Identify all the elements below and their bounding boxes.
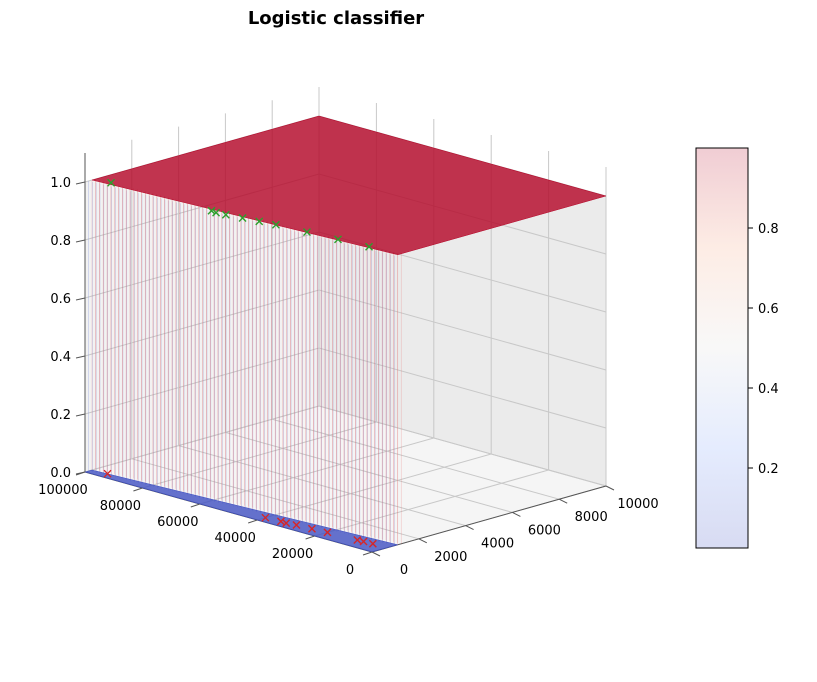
marker-class-0-stroke bbox=[103, 469, 112, 478]
x-tick-label: 80000 bbox=[100, 499, 141, 514]
z-tick-label: 0.2 bbox=[50, 408, 71, 423]
grid-line-z bbox=[84, 289, 607, 371]
x-tick-mark bbox=[190, 503, 200, 508]
z-tick-mark bbox=[75, 297, 86, 301]
marker-class-0-stroke bbox=[368, 539, 377, 548]
marker-class-1 bbox=[107, 178, 116, 187]
marker-class-1-stroke bbox=[365, 242, 374, 251]
z-tick-mark bbox=[75, 239, 86, 243]
marker-class-1 bbox=[207, 206, 216, 215]
y-tick-mark bbox=[371, 551, 381, 557]
y-tick-label: 2000 bbox=[434, 550, 467, 565]
x-tick-mark bbox=[305, 535, 315, 540]
y-axis-line bbox=[371, 485, 607, 553]
marker-class-1 bbox=[212, 208, 221, 217]
z-tick-mark bbox=[75, 413, 86, 417]
chart-title: Logistic classifier bbox=[247, 8, 425, 29]
x-tick-label: 100000 bbox=[38, 483, 88, 498]
marker-class-0-stroke bbox=[276, 517, 285, 526]
z-tick-label: 0.8 bbox=[50, 234, 71, 249]
marker-class-0 bbox=[368, 539, 377, 548]
z-tick-label: 1.0 bbox=[50, 176, 71, 191]
grid-line-z bbox=[84, 347, 607, 429]
marker-class-0 bbox=[103, 469, 112, 478]
marker-class-1-stroke bbox=[221, 210, 230, 219]
marker-class-1 bbox=[334, 235, 342, 244]
x-tick-mark bbox=[133, 487, 143, 492]
marker-class-1 bbox=[238, 214, 247, 223]
marker-class-0 bbox=[292, 521, 301, 530]
colorbar-tick-label: 0.4 bbox=[758, 382, 779, 397]
marker-class-0-stroke bbox=[353, 536, 362, 545]
marker-class-0 bbox=[353, 536, 362, 545]
z-tick-mark bbox=[75, 355, 86, 359]
z-tick-label: 0.4 bbox=[50, 350, 71, 365]
colorbar-tick-label: 0.6 bbox=[758, 302, 779, 317]
y-tick-mark bbox=[512, 511, 521, 517]
y-tick-mark bbox=[465, 525, 474, 531]
marker-class-0 bbox=[323, 528, 332, 537]
marker-class-1-stroke bbox=[238, 214, 247, 223]
grid-line-z bbox=[84, 405, 607, 487]
x-tick-mark bbox=[248, 519, 258, 524]
tick-labels: 0 20000 40000 60000 80000 100000 0 2000 4000 6000… bbox=[38, 176, 659, 578]
marker-class-1-stroke bbox=[212, 208, 221, 217]
pane-floor bbox=[85, 406, 606, 552]
y-tick-label: 0 bbox=[400, 563, 408, 578]
marker-class-1 bbox=[302, 228, 311, 237]
marker-class-1 bbox=[221, 210, 230, 219]
marker-class-1 bbox=[365, 242, 374, 251]
marker-class-0 bbox=[282, 519, 291, 528]
data-markers bbox=[103, 178, 377, 548]
colorbar: 0.2 0.4 0.6 0.8 bbox=[695, 147, 779, 549]
marker-class-1-stroke bbox=[207, 206, 216, 215]
marker-class-0-stroke bbox=[282, 519, 291, 528]
marker-class-1-stroke bbox=[334, 235, 342, 244]
marker-class-1-stroke bbox=[255, 217, 264, 226]
marker-class-1-stroke bbox=[107, 178, 116, 187]
marker-class-1 bbox=[255, 217, 264, 226]
marker-class-1-stroke bbox=[271, 220, 280, 229]
colorbar-frame bbox=[695, 147, 749, 549]
decision-curtain bbox=[88, 179, 402, 546]
colorbar-tick-label: 0.2 bbox=[758, 462, 779, 477]
x-tick-label: 0 bbox=[346, 563, 354, 578]
marker-class-1 bbox=[271, 220, 280, 229]
surface-low-region bbox=[84, 469, 399, 553]
x-tick-label: 40000 bbox=[215, 531, 256, 546]
z-tick-mark bbox=[75, 181, 86, 185]
marker-class-0-stroke bbox=[359, 537, 368, 546]
y-tick-label: 10000 bbox=[617, 497, 658, 512]
y-tick-label: 4000 bbox=[481, 537, 514, 552]
z-tick-label: 0.6 bbox=[50, 292, 71, 307]
surface-low bbox=[84, 469, 399, 553]
surface-high-region bbox=[91, 115, 607, 255]
surface-high bbox=[91, 115, 607, 255]
y-tick-label: 8000 bbox=[575, 510, 608, 525]
marker-class-0-stroke bbox=[292, 521, 301, 530]
y-tick-mark bbox=[558, 498, 568, 504]
x-tick-label: 20000 bbox=[272, 547, 313, 562]
x-tick-label: 60000 bbox=[157, 515, 198, 530]
x-tick-mark bbox=[362, 551, 373, 556]
colorbar-gradient bbox=[696, 148, 748, 548]
marker-class-0 bbox=[276, 517, 285, 526]
marker-class-0-stroke bbox=[323, 528, 332, 537]
z-tick-label: 0.0 bbox=[50, 466, 71, 481]
y-tick-label: 6000 bbox=[528, 523, 561, 538]
marker-class-0-stroke bbox=[261, 513, 270, 522]
colorbar-tick-label: 0.8 bbox=[758, 222, 779, 237]
z-tick-mark bbox=[75, 471, 86, 475]
marker-class-0 bbox=[359, 537, 368, 546]
y-tick-mark bbox=[418, 538, 428, 544]
marker-class-0 bbox=[261, 513, 270, 522]
marker-class-0-stroke bbox=[307, 524, 316, 533]
marker-class-1-stroke bbox=[302, 228, 311, 237]
marker-class-0 bbox=[307, 524, 316, 533]
y-tick-mark bbox=[605, 485, 615, 491]
